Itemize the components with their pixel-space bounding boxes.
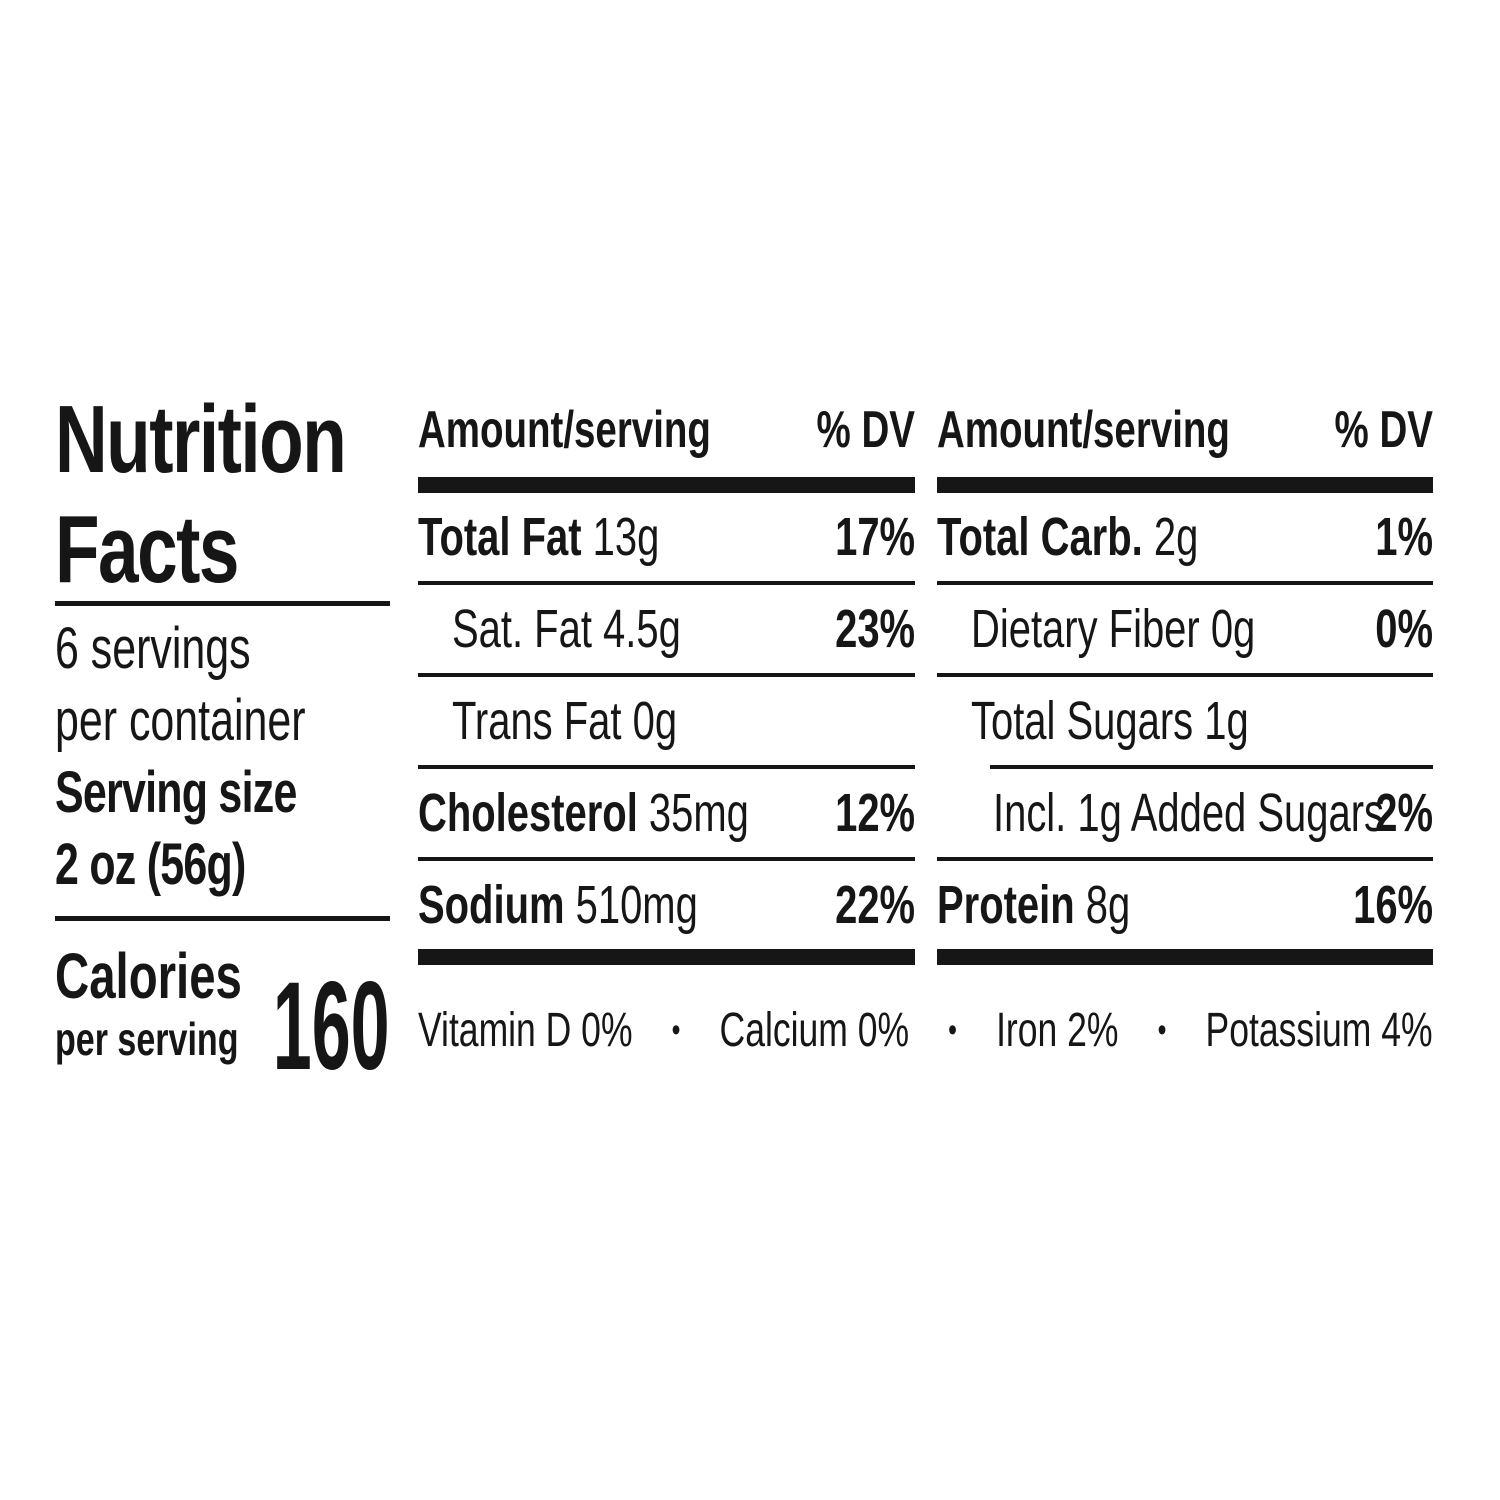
label-title-line2: Facts: [55, 496, 240, 603]
nutrient-column-right: Amount/serving % DV Total Carb. 2g 1% Diet…: [937, 398, 1433, 965]
divider-rule: [55, 916, 390, 921]
percent-dv-header: % DV: [1334, 401, 1433, 459]
micronutrient-value: Calcium 0%: [719, 1004, 910, 1057]
calories-sublabel: per serving: [55, 1013, 239, 1065]
thin-rule: [937, 673, 1433, 677]
nutrient-row: Trans Fat 0g: [418, 677, 915, 765]
column-header: Amount/serving % DV: [937, 398, 1433, 477]
nutrient-column-left: Amount/serving % DV Total Fat 13g 17% Sat.…: [418, 398, 915, 965]
daily-value: 2%: [1375, 783, 1433, 843]
bullet-separator: •: [671, 1011, 681, 1050]
serving-size-label: Serving size: [55, 760, 297, 825]
micronutrient-value: Potassium 4%: [1205, 1004, 1433, 1057]
amount-serving-header: Amount/serving: [418, 401, 711, 459]
daily-value: 16%: [1353, 875, 1433, 935]
column-header: Amount/serving % DV: [418, 398, 915, 477]
daily-value: 22%: [835, 875, 915, 935]
nutrient-row: Total Sugars 1g: [937, 677, 1433, 765]
nutrient-rows: Total Carb. 2g 1% Dietary Fiber 0g 0% Total …: [937, 493, 1433, 949]
nutrient-label: Trans Fat 0g: [452, 691, 678, 751]
label-info-column: Nutrition Facts 6 servings per container…: [55, 392, 390, 1102]
thin-rule: [937, 581, 1433, 585]
micronutrient-value: Vitamin D 0%: [418, 1004, 633, 1057]
thick-rule: [937, 949, 1433, 965]
nutrient-row: Cholesterol 35mg 12%: [418, 769, 915, 857]
servings-per-container: per container: [55, 688, 306, 753]
percent-dv-header: % DV: [816, 401, 915, 459]
servings-count: 6 servings: [55, 616, 251, 681]
thick-rule: [418, 949, 915, 965]
nutrient-row: Dietary Fiber 0g 0%: [937, 585, 1433, 673]
nutrient-label: Sat. Fat 4.5g: [452, 599, 681, 659]
calories-label: Calories: [55, 940, 242, 1012]
thin-rule: [937, 857, 1433, 861]
divider-rule: [55, 601, 390, 606]
thick-rule: [418, 477, 915, 493]
nutrient-label: Protein 8g: [937, 875, 1131, 935]
daily-value: 12%: [835, 783, 915, 843]
nutrient-row: Sat. Fat 4.5g 23%: [418, 585, 915, 673]
calories-value: 160: [273, 957, 390, 1096]
label-title-line1: Nutrition: [55, 386, 347, 493]
nutrient-row: Incl. 1g Added Sugars 2%: [937, 769, 1433, 857]
bullet-separator: •: [948, 1011, 957, 1050]
nutrient-label: Total Fat 13g: [418, 507, 660, 567]
thick-rule: [937, 477, 1433, 493]
micronutrient-value: Iron 2%: [996, 1004, 1119, 1057]
thin-rule: [418, 581, 915, 585]
nutrient-label: Total Sugars 1g: [971, 691, 1249, 751]
nutrient-label: Cholesterol 35mg: [418, 783, 749, 843]
thin-rule: [418, 857, 915, 861]
daily-value: 0%: [1375, 599, 1433, 659]
amount-serving-header: Amount/serving: [937, 401, 1230, 459]
nutrient-row: Total Carb. 2g 1%: [937, 493, 1433, 581]
nutrient-row: Total Fat 13g 17%: [418, 493, 915, 581]
nutrient-row: Protein 8g 16%: [937, 861, 1433, 949]
daily-value: 17%: [835, 507, 915, 567]
thin-rule: [990, 765, 1433, 769]
nutrient-label: Total Carb. 2g: [937, 507, 1199, 567]
nutrient-label: Incl. 1g Added Sugars: [993, 783, 1384, 843]
daily-value: 1%: [1375, 507, 1433, 567]
nutrient-row: Sodium 510mg 22%: [418, 861, 915, 949]
thin-rule: [418, 673, 915, 677]
serving-size-value: 2 oz (56g): [55, 832, 246, 897]
bullet-separator: •: [1157, 1011, 1167, 1050]
nutrient-label: Sodium 510mg: [418, 875, 698, 935]
nutrient-label: Dietary Fiber 0g: [971, 599, 1256, 659]
micronutrients-row: Vitamin D 0% • Calcium 0% • Iron 2% • Potassiu…: [418, 1002, 1433, 1060]
daily-value: 23%: [835, 599, 915, 659]
thin-rule: [418, 765, 915, 769]
nutrient-rows: Total Fat 13g 17% Sat. Fat 4.5g 23% Trans Fa…: [418, 493, 915, 949]
